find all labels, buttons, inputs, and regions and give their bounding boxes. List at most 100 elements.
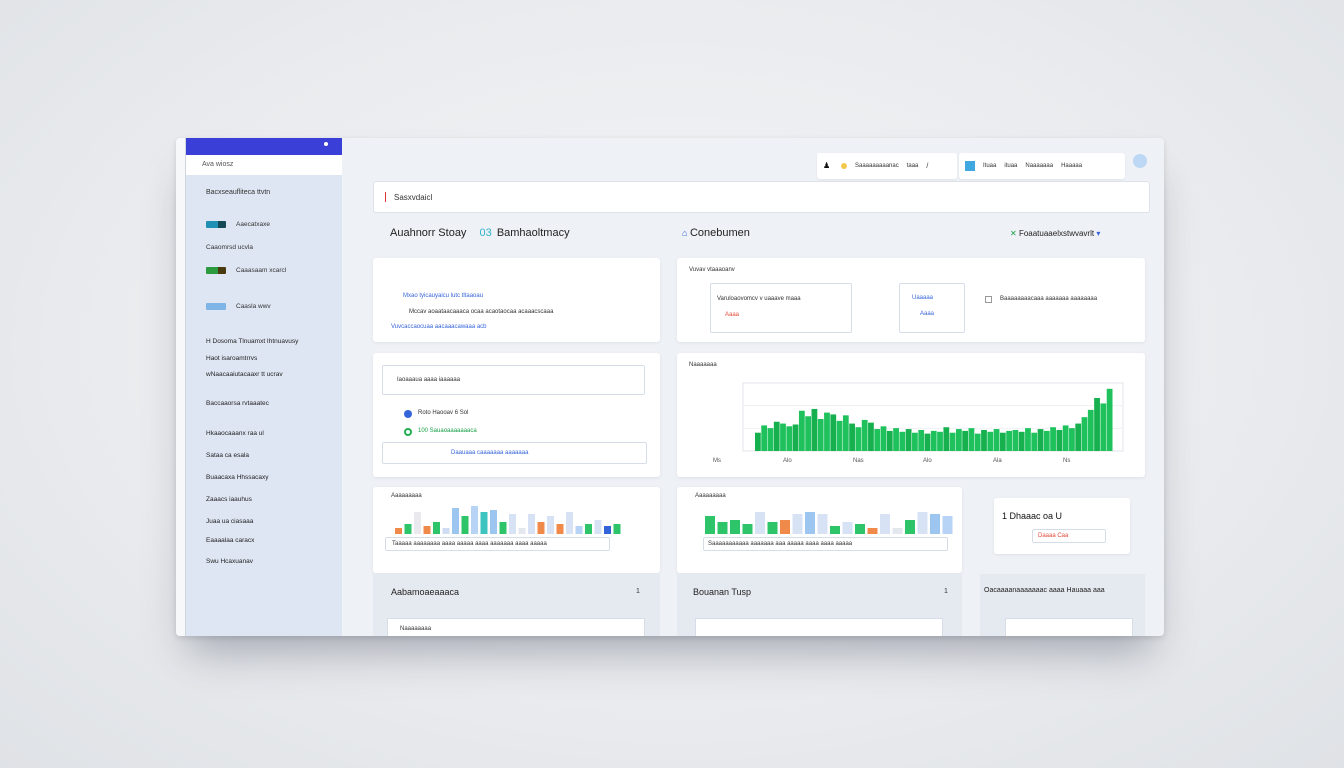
chart-bar [1100, 403, 1107, 451]
mini-chart-bar [528, 514, 535, 534]
mini-chart-bar [442, 528, 450, 534]
options-footer-button[interactable]: Daauaaa caaaaaaa aaaaaaa [382, 442, 647, 464]
sidebar-link[interactable]: H Dosoma Tlnuamxt Ihtnuavusy [206, 338, 299, 345]
sidebar-link[interactable]: Buaacaxa Hhssacaxy [206, 474, 269, 481]
stat-box[interactable]: Uaaaaa Aaaa [899, 283, 965, 333]
section-title-text: Auahnorr Stoay [390, 227, 467, 239]
chart-bar [999, 432, 1006, 451]
bottom-title: Oacaaaanaaaaaaac aaaa Hauaaa aaa [984, 587, 1105, 594]
help-icon[interactable] [1133, 154, 1147, 168]
chart-bar [761, 425, 768, 451]
filter-icon: ✕ [1010, 229, 1019, 238]
chart-bar [767, 428, 774, 451]
sidebar-link[interactable]: Juaa ua ciasaaa [206, 518, 254, 525]
chart-bar [912, 432, 918, 451]
chart-bar [924, 433, 931, 451]
search-value: Sasxvdaicl [394, 193, 433, 202]
mini-chart-bar [518, 528, 526, 534]
section-title-text-2: Bamhaoltmacy [496, 227, 570, 239]
sidebar-item[interactable]: Caaomrsd ucvla [186, 241, 342, 253]
summary-box[interactable]: Varuloaovomcv v uaaave maaa Aaaa [710, 283, 852, 333]
radio-selected-icon[interactable] [404, 410, 412, 418]
topbar-item[interactable]: Ituaa [983, 163, 997, 169]
chart-bar [1056, 429, 1063, 451]
sidebar-link[interactable]: Eaaaalaa caracx [206, 537, 255, 544]
sidebar-link[interactable]: Baccaaorsa rvtaaatec [206, 400, 269, 407]
bottom-list[interactable] [1005, 618, 1133, 636]
main-bar-chart: Ms Alo Nas Alo Ala Ns [713, 382, 1124, 463]
chart-bar [981, 429, 987, 451]
mini-chart-bar [942, 516, 953, 534]
mini-chart-bar [842, 522, 853, 534]
value-badge[interactable]: Daaaa Caa [1032, 529, 1106, 543]
chart-bar [937, 431, 943, 451]
chart-card: Naaaaaaa Ms Alo Nas Alo Ala Ns [677, 353, 1145, 477]
topbar-item[interactable]: taaa [906, 163, 919, 169]
topbar-item[interactable]: ituaa [1004, 163, 1018, 169]
mini-chart-bar [509, 514, 516, 534]
chart-bar [1106, 388, 1113, 451]
bottom-title: Bouanan Tusp [693, 587, 752, 597]
menu-dot-icon[interactable] [324, 142, 328, 146]
x-tick-label: Nas [853, 458, 864, 463]
sidebar: Ava wiosz Bacxseaufliteca ttvtn Aaecatxa… [186, 138, 342, 636]
mini-chart-bar [566, 512, 573, 534]
mini-chart-bar [414, 512, 421, 534]
calendar-icon[interactable] [965, 161, 975, 171]
mini-chart-bar [805, 512, 815, 534]
sidebar-link[interactable]: Zaaacs iaauhus [206, 496, 252, 503]
mini-chart-header: Aaaaaaaaa [695, 493, 726, 499]
checkbox[interactable] [985, 296, 992, 303]
sidebar-item[interactable]: Caasla wwv [186, 300, 342, 312]
filter-link-text: Foaatuaaelxstwvavrlt [1018, 229, 1095, 238]
mini-chart-bar [423, 526, 431, 534]
sidebar-search[interactable]: Ava wiosz [186, 155, 342, 175]
topbar-item[interactable]: Saaaaaaaaanac [855, 163, 899, 169]
value-badge-text: Daaaa Caa [1038, 533, 1069, 539]
sidebar-link[interactable]: Sataa ca esala [206, 452, 250, 459]
mini-chart-bar [556, 524, 564, 534]
edit-icon[interactable]: / [926, 162, 929, 170]
sidebar-item[interactable]: Aaecatxaxe [186, 218, 342, 230]
x-tick-label: Ala [993, 458, 1002, 463]
card-line[interactable]: Mxao tyicauyaicu lutc tltaaoau [403, 293, 484, 299]
options-footer: Daauaaa caaaaaaa aaaaaaa [451, 450, 529, 456]
sidebar-link[interactable]: Hkaaocaaanx raa ul [206, 430, 264, 437]
radio-icon[interactable] [404, 428, 412, 436]
sidebar-link[interactable]: wNaacaaiutacaaxr tt ucrav [206, 371, 283, 378]
chart-bar [1069, 428, 1075, 451]
section-filter-link[interactable]: ✕ Foaatuaaelxstwvavrlt ▾ [1010, 229, 1100, 238]
bottom-list[interactable]: Naaaaaaaa [387, 618, 645, 636]
sidebar-link[interactable]: Swu Hcaxuanav [206, 558, 253, 565]
bottom-panel: Oacaaaanaaaaaaac aaaa Hauaaa aaa [980, 574, 1145, 636]
chart-bar [955, 429, 962, 451]
mini-chart-bar [547, 516, 554, 534]
user-icon[interactable]: ♟ [823, 161, 831, 170]
topbar-item[interactable]: Haaaaa [1061, 163, 1083, 169]
mini-chart-bar [585, 524, 592, 534]
mini-chart-bar [792, 514, 803, 534]
options-header-box[interactable]: Iaoaaaua aaaa iaaaaaa [382, 365, 645, 395]
bottom-list[interactable] [695, 618, 943, 636]
sidebar-item-label: Caaasaam xcarcl [236, 266, 287, 274]
option-label: Roto Haooav 6 Sol [418, 410, 469, 416]
x-tick-label: Alo [923, 458, 932, 463]
card-line[interactable]: Vuvcaccaocuaa aacaaacawaaa acb [391, 324, 487, 330]
mini-chart-caption: Saaaaaaaaaaa aaaaaaa aaa aaaaa aaaa aaaa… [708, 541, 853, 547]
teal-swatch-icon [206, 220, 226, 228]
chart-bar [987, 431, 994, 451]
mini-chart-bar [537, 522, 545, 534]
sidebar-item[interactable]: Caaasaam xcarcl [186, 264, 342, 276]
mini-chart-bar [830, 526, 840, 534]
chart-bar [755, 432, 761, 451]
search-input[interactable]: Sasxvdaicl [373, 181, 1150, 213]
main-area: ♟ Saaaaaaaaanac taaa / Ituaa ituaa Naaaa… [342, 138, 1164, 636]
chart-bar [792, 424, 799, 451]
mini-chart-caption-box: Saaaaaaaaaaa aaaaaaa aaa aaaaa aaaa aaaa… [703, 537, 948, 551]
option-label: 100 Sauaoaaaaaaaca [418, 428, 477, 434]
mini-chart-bar [917, 512, 928, 534]
topbar-item[interactable]: Naaaaaaa [1025, 163, 1054, 169]
chart-bar [874, 429, 881, 451]
sidebar-item-label: Caaomrsd ucvla [206, 243, 253, 251]
sidebar-link[interactable]: Haot isaroamtrrvs [206, 355, 258, 362]
